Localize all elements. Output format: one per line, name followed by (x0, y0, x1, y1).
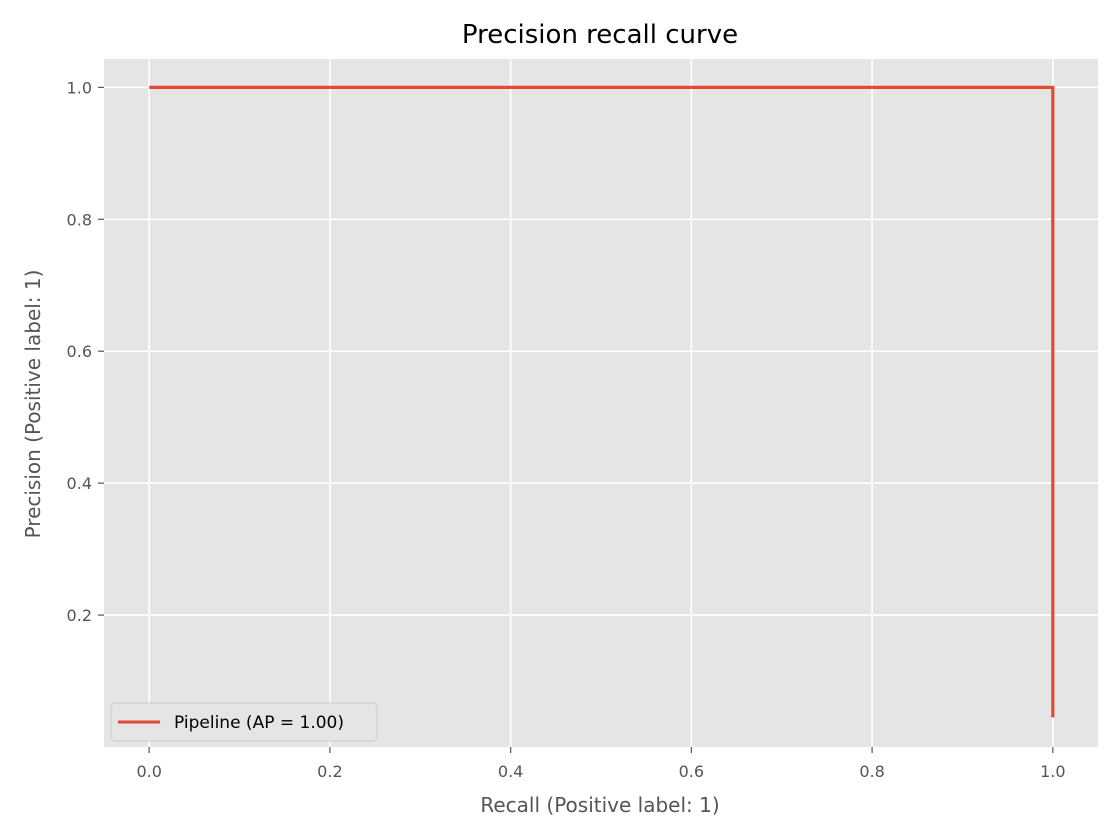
y-tick-label: 1.0 (67, 78, 92, 97)
y-axis-ticks: 0.2 0.4 0.6 0.8 1.0 (67, 78, 104, 625)
plot-area (104, 59, 1098, 747)
chart-title: Precision recall curve (462, 20, 738, 50)
x-tick-label: 0.4 (498, 762, 523, 781)
x-tick-label: 0.6 (679, 762, 704, 781)
series-layer (149, 85, 1055, 718)
y-tick-label: 0.2 (67, 606, 92, 625)
x-axis-label: Recall (Positive label: 1) (480, 793, 719, 817)
y-tick-label: 0.4 (67, 474, 92, 493)
y-axis-label: Precision (Positive label: 1) (21, 270, 45, 539)
y-tick-label: 0.6 (67, 342, 92, 361)
x-tick-label: 0.8 (859, 762, 884, 781)
legend-box (110, 702, 378, 742)
x-axis-ticks: 0.0 0.2 0.4 0.6 0.8 1.0 (136, 747, 1066, 781)
x-tick-label: 0.0 (136, 762, 161, 781)
legend-series-label: Pipeline (AP = 1.00) (174, 713, 344, 733)
y-tick-label: 0.8 (67, 210, 92, 229)
x-tick-label: 0.2 (317, 762, 342, 781)
x-tick-label: 1.0 (1040, 762, 1065, 781)
legend: Pipeline (AP = 1.00) (110, 702, 378, 742)
series-line-0 (149, 85, 1055, 718)
